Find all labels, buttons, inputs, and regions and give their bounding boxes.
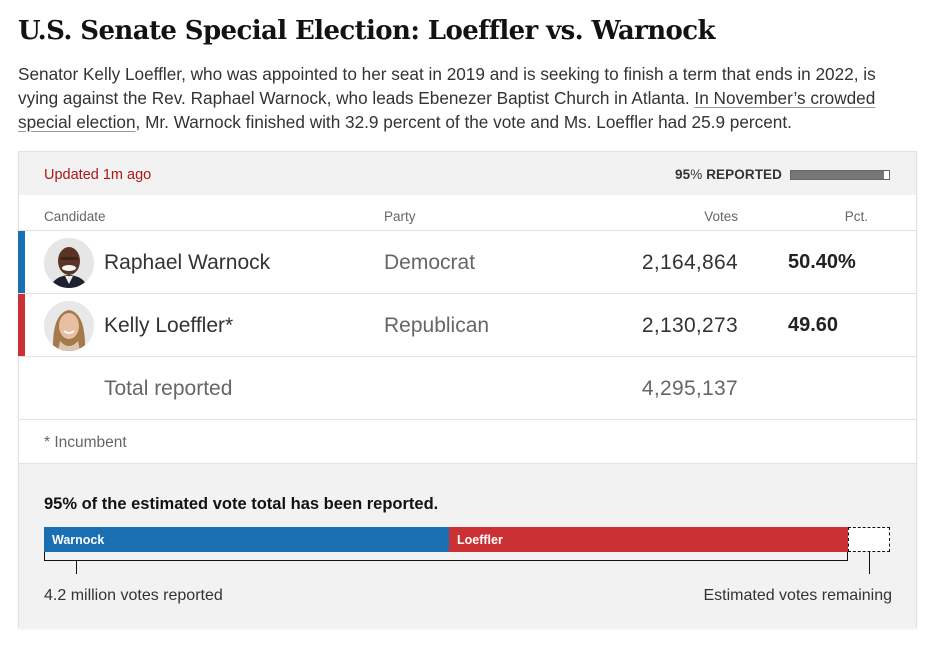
column-header-pct: Pct. — [844, 209, 868, 224]
warnock-segment: Warnock — [44, 527, 449, 552]
reporting-percent: 95 — [675, 167, 691, 182]
reported-bracket — [44, 552, 848, 561]
column-header-party: Party — [384, 209, 416, 224]
incumbent-footnote: * Incumbent — [44, 434, 127, 451]
votes-reported-note: 4.2 million votes reported — [44, 587, 223, 604]
democrat-party-bar — [18, 231, 25, 293]
intro-paragraph: Senator Kelly Loeffler, who was appointe… — [18, 62, 918, 134]
reporting-label: 95% REPORTED — [675, 167, 782, 182]
november-election-link[interactable]: In November’s crowded special election — [18, 88, 876, 132]
intro-text-start: Senator Kelly Loeffler, who was appointe… — [18, 64, 876, 108]
loeffler-avatar — [44, 301, 94, 351]
candidate-row-loeffler: Kelly Loeffler* Republican 2,130,273 49.… — [18, 293, 916, 356]
reporting-status: 95% REPORTED — [675, 167, 890, 182]
candidate-pct: 49.60 — [788, 314, 839, 336]
candidate-votes: 2,130,273 — [641, 314, 738, 337]
reporting-text: REPORTED — [706, 167, 782, 182]
candidate-name: Raphael Warnock — [104, 251, 271, 274]
reporting-progress-fill — [791, 170, 885, 179]
candidate-votes: 2,164,864 — [641, 251, 738, 274]
reporting-progress-bar — [790, 169, 890, 180]
loeffler-portrait-icon — [44, 301, 94, 351]
reporting-percent-symbol: % — [690, 167, 703, 182]
column-header-votes: Votes — [704, 209, 738, 224]
candidate-name: Kelly Loeffler* — [104, 314, 234, 337]
estimate-title: 95% of the estimated vote total has been… — [44, 495, 439, 513]
loeffler-segment-label: Loeffler — [457, 533, 503, 547]
column-header-candidate: Candidate — [44, 209, 106, 224]
footnote-row: * Incumbent — [19, 419, 916, 464]
remaining-tick — [869, 552, 870, 574]
warnock-avatar — [44, 238, 94, 288]
estimated-vote-bar: Warnock Loeffler 4.2 million votes repor… — [44, 527, 892, 607]
results-header: Updated 1m ago 95% REPORTED — [19, 152, 916, 195]
candidate-pct: 50.40% — [788, 251, 856, 273]
page-title: U.S. Senate Special Election: Loeffler v… — [18, 16, 716, 46]
warnock-segment-label: Warnock — [52, 533, 105, 547]
updated-timestamp: Updated 1m ago — [44, 167, 152, 183]
warnock-portrait-icon — [44, 238, 94, 288]
republican-party-bar — [18, 294, 25, 356]
remaining-segment — [848, 527, 890, 552]
intro-text-end: , Mr. Warnock finished with 32.9 percent… — [135, 112, 792, 132]
reported-tick — [76, 561, 77, 574]
estimated-vote-panel: 95% of the estimated vote total has been… — [19, 463, 916, 628]
candidate-party: Republican — [384, 314, 490, 337]
votes-remaining-note: Estimated votes remaining — [703, 587, 892, 604]
candidate-party: Democrat — [384, 251, 476, 274]
candidate-row-warnock: Raphael Warnock Democrat 2,164,864 50.40… — [18, 230, 916, 293]
total-votes: 4,295,137 — [641, 377, 738, 400]
loeffler-segment: Loeffler — [449, 527, 848, 552]
total-row: Total reported 4,295,137 — [19, 356, 916, 419]
results-card: Updated 1m ago 95% REPORTED Candidate Pa… — [18, 151, 917, 628]
total-label: Total reported — [104, 377, 233, 400]
